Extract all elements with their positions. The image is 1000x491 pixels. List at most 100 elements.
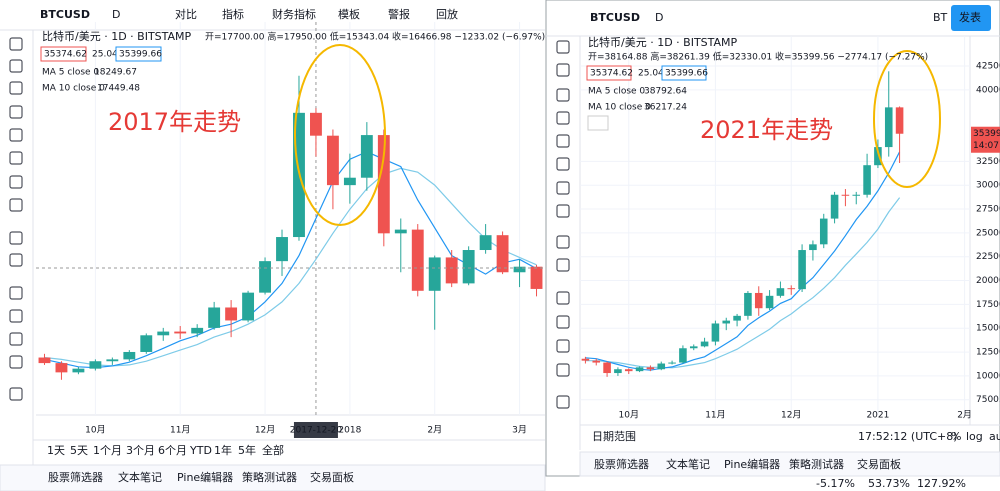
range-button[interactable]: 全部 [262, 443, 284, 457]
toolbar-item[interactable]: 对比 [175, 7, 197, 21]
y-tick-label: 17500 [976, 300, 1000, 310]
panel-tab[interactable]: 股票筛选器 [594, 457, 649, 471]
tool-icon[interactable] [556, 111, 570, 125]
toolbar-item[interactable]: 模板 [338, 7, 360, 21]
candle-body [140, 335, 153, 352]
publish-button[interactable] [951, 5, 991, 31]
tool-icon[interactable] [556, 315, 570, 329]
tool-icon[interactable] [9, 151, 23, 165]
tool-icon[interactable] [556, 204, 570, 218]
candle-body [38, 357, 51, 364]
candle-body [581, 358, 590, 361]
tool-icon[interactable] [556, 40, 570, 54]
toolbar-item[interactable]: 指标 [222, 7, 244, 21]
x-tick-label: 2月 [427, 425, 442, 436]
panel-tab[interactable]: 文本笔记 [118, 470, 162, 484]
tool-icon[interactable] [556, 134, 570, 148]
panel-tab[interactable]: 股票筛选器 [48, 470, 103, 484]
publish-label[interactable]: 发表 [959, 10, 981, 24]
range-button[interactable]: 3个月 [126, 444, 155, 457]
tool-icon[interactable] [9, 81, 23, 95]
range-button[interactable]: 5年 [238, 443, 256, 457]
candle-body [513, 266, 526, 273]
panel-tab[interactable]: 策略测试器 [789, 457, 844, 471]
range-button[interactable]: 1天 [47, 444, 65, 457]
range-button[interactable]: 1个月 [93, 444, 122, 457]
scale-button[interactable]: % [951, 430, 961, 443]
toolbar-item[interactable]: D [112, 8, 120, 21]
crosshair-label-bg [293, 422, 338, 438]
tool-icon[interactable] [556, 339, 570, 353]
y-tick-label: 10000 [976, 371, 1000, 381]
panel-tab[interactable]: Pine编辑器 [177, 470, 233, 484]
panel-tab[interactable]: 策略测试器 [242, 470, 297, 484]
tool-icon[interactable] [556, 395, 570, 409]
tool-icon[interactable] [9, 59, 23, 73]
y-tick-label: 12500 [976, 348, 1000, 358]
ma10-label: MA 10 close 0 [42, 84, 105, 94]
candle-body [377, 135, 390, 234]
collapse-button[interactable] [587, 115, 609, 131]
scale-button[interactable]: log [966, 430, 983, 443]
tool-icon[interactable] [556, 63, 570, 77]
tool-icon[interactable] [9, 309, 23, 323]
tool-icon[interactable] [9, 332, 23, 346]
tool-icon[interactable] [556, 157, 570, 171]
tool-icon[interactable] [556, 88, 570, 102]
candle-body [798, 250, 806, 290]
tool-icon[interactable] [556, 235, 570, 249]
x-tick-label: 11月 [170, 425, 190, 436]
tool-icon[interactable] [556, 291, 570, 305]
toolbar-item[interactable]: 回放 [436, 7, 458, 21]
toolbar-item[interactable]: BTCUSD [40, 8, 90, 21]
panel-tab[interactable]: Pine编辑器 [724, 457, 780, 471]
toolbar-item[interactable]: BTCUSD [590, 11, 640, 24]
price-label-bg [971, 126, 1000, 153]
scale-button[interactable]: au [989, 430, 1000, 443]
range-button[interactable]: 6个月 [158, 444, 187, 457]
toolbar-item[interactable]: BT [933, 11, 948, 24]
tool-icon[interactable] [556, 363, 570, 377]
highlight-ellipse [294, 44, 386, 226]
symbol-title: 比特币/美元 · 1D · BITSTAMP [42, 29, 192, 43]
candle-body [744, 292, 752, 316]
ma10-line [44, 167, 537, 367]
y-tick-label: 25000 [976, 228, 1000, 238]
tool-icon[interactable] [9, 231, 23, 245]
range-button[interactable]: YTD [189, 444, 212, 457]
y-tick-label: 32500 [976, 157, 1000, 167]
candle-body [89, 361, 102, 369]
candle-body [614, 369, 622, 374]
x-tick-label: 2021 [866, 411, 889, 421]
candle-body [884, 107, 893, 148]
candle-body [689, 346, 698, 349]
countdown: 14:07 [973, 141, 999, 151]
tool-icon[interactable] [9, 198, 23, 212]
panel-tab[interactable]: 文本笔记 [666, 457, 710, 471]
y-tick-label: 42500 [976, 62, 1000, 72]
tool-icon[interactable] [9, 175, 23, 189]
tool-icon[interactable] [9, 355, 23, 369]
tool-icon[interactable] [9, 387, 23, 401]
date-range[interactable]: 日期范围 [592, 429, 636, 443]
y-tick-label: 30000 [976, 181, 1000, 191]
toolbar-item[interactable]: 财务指标 [272, 7, 316, 21]
panel-tab[interactable]: 交易面板 [310, 470, 354, 484]
tool-icon[interactable] [9, 253, 23, 267]
tool-icon[interactable] [9, 37, 23, 51]
tool-icon[interactable] [556, 258, 570, 272]
toolbar-item[interactable]: 警报 [388, 7, 410, 21]
range-button[interactable]: 1年 [214, 443, 232, 457]
y-tick-label: 40000 [976, 85, 1000, 95]
range-button[interactable]: 5天 [70, 444, 88, 457]
panel-tab[interactable]: 交易面板 [857, 457, 901, 471]
tool-icon[interactable] [9, 128, 23, 142]
candle-body [592, 360, 601, 363]
tool-icon[interactable] [556, 181, 570, 195]
toolbar-item[interactable]: D [655, 11, 663, 24]
tool-icon[interactable] [9, 105, 23, 119]
tool-icon[interactable] [9, 286, 23, 300]
y-tick-label: 22500 [976, 252, 1000, 262]
